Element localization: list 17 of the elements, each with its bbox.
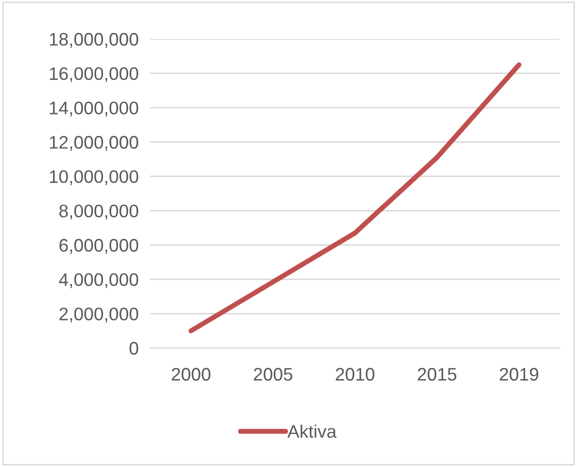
y-tick-label: 16,000,000: [50, 67, 138, 82]
y-tick-label: 14,000,000: [50, 102, 138, 117]
y-tick-label: 18,000,000: [50, 32, 138, 48]
x-tick-label: 2005: [254, 368, 292, 381]
x-tick-label: 2015: [418, 368, 456, 381]
y-tick-label: 2,000,000: [59, 308, 138, 323]
y-tick-label: 8,000,000: [59, 204, 138, 220]
y-tick-label: 12,000,000: [50, 136, 138, 151]
x-tick-label: 2010: [336, 368, 374, 381]
line-series: [188, 62, 522, 334]
x-tick-label: 2000: [172, 368, 210, 381]
x-tick-label: 2019: [500, 368, 538, 381]
legend-label: Aktiva: [287, 424, 337, 438]
y-tick-label: 10,000,000: [50, 170, 138, 186]
y-tick-label: 0: [130, 342, 138, 355]
y-tick-label: 4,000,000: [58, 273, 138, 288]
y-tick-label: 6,000,000: [59, 238, 138, 254]
